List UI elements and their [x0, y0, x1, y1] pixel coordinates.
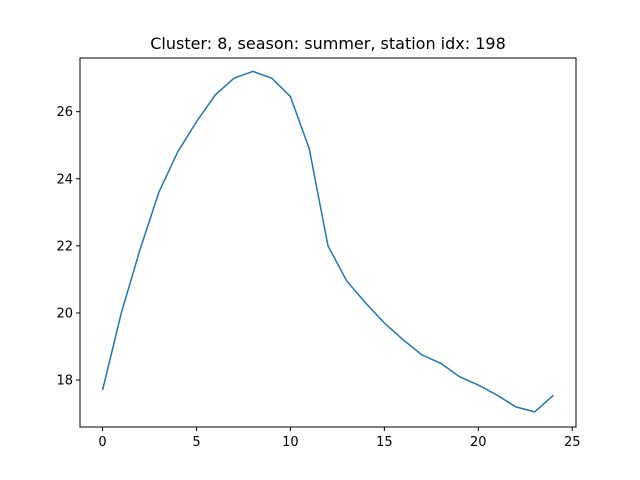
- chart-title: Cluster: 8, season: summer, station idx:…: [150, 34, 506, 53]
- x-axis: 0 5 10 15 20 25: [98, 427, 581, 450]
- y-tick-label: 18: [56, 374, 73, 389]
- x-tick-label: 20: [470, 435, 487, 450]
- y-tick-label: 20: [56, 306, 73, 321]
- y-tick-label: 24: [56, 172, 73, 187]
- x-tick-label: 5: [192, 435, 200, 450]
- y-tick-label: 26: [56, 105, 73, 120]
- x-tick-label: 0: [98, 435, 106, 450]
- x-tick-label: 10: [282, 435, 299, 450]
- y-axis: 18 20 22 24 26: [56, 105, 80, 389]
- x-tick-label: 15: [376, 435, 393, 450]
- y-tick-label: 22: [56, 239, 73, 254]
- x-tick-label: 25: [564, 435, 581, 450]
- plot-area: [101, 70, 554, 413]
- series-line: [101, 70, 554, 413]
- axes-frame: [79, 57, 577, 428]
